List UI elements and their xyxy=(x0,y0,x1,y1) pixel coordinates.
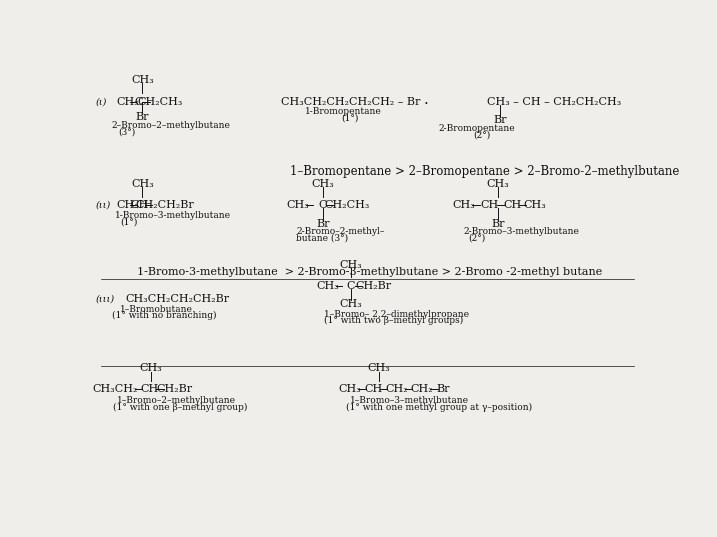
Text: (2°): (2°) xyxy=(473,130,490,139)
Text: 1–Bromobutane: 1–Bromobutane xyxy=(120,304,193,314)
Text: 2-Bromo–2-methyl–: 2-Bromo–2-methyl– xyxy=(296,227,385,236)
Text: 1-Bromo–3-methylbutane: 1-Bromo–3-methylbutane xyxy=(115,211,231,220)
Text: CH₃CH₂CH₂CH₂CH₂ – Br: CH₃CH₂CH₂CH₂CH₂ – Br xyxy=(281,97,420,107)
Text: CH₃: CH₃ xyxy=(131,178,153,188)
Text: CH: CH xyxy=(503,200,522,210)
Text: CH₂: CH₂ xyxy=(385,384,408,394)
Text: 1–Bromopentane > 2–Bromopentane > 2–Bromo-2–methylbutane: 1–Bromopentane > 2–Bromopentane > 2–Brom… xyxy=(290,165,679,178)
Text: CH: CH xyxy=(130,200,148,210)
Text: CH: CH xyxy=(141,384,158,394)
Text: CH₃: CH₃ xyxy=(116,97,139,107)
Text: 1-Bromopentane: 1-Bromopentane xyxy=(305,107,382,117)
Text: 2-Bromopentane: 2-Bromopentane xyxy=(439,124,516,133)
Text: (1° with one β–methyl group): (1° with one β–methyl group) xyxy=(113,403,247,412)
Text: 1–Bromo–3–methylbutane: 1–Bromo–3–methylbutane xyxy=(350,396,469,405)
Text: CH₃: CH₃ xyxy=(487,178,509,188)
Text: Br: Br xyxy=(491,219,505,229)
Text: CH₃: CH₃ xyxy=(367,364,390,373)
Text: CH₂: CH₂ xyxy=(411,384,433,394)
Text: (1°): (1°) xyxy=(341,114,358,122)
Text: CH₃: CH₃ xyxy=(339,260,362,270)
Text: 1–Bromo–2–methylbutane: 1–Bromo–2–methylbutane xyxy=(118,396,237,405)
Text: CH₃: CH₃ xyxy=(287,200,309,210)
Text: CH₃CH₂CH₂CH₂Br: CH₃CH₂CH₂CH₂Br xyxy=(125,294,230,304)
Text: CH₂Br: CH₂Br xyxy=(156,384,192,394)
Text: (1°): (1°) xyxy=(120,217,138,226)
Text: CH₂CH₃: CH₂CH₃ xyxy=(324,200,369,210)
Text: .: . xyxy=(424,92,428,106)
Text: CH₃: CH₃ xyxy=(316,281,339,291)
Text: CH₃CH₂: CH₃CH₂ xyxy=(92,384,138,394)
Text: (ι): (ι) xyxy=(95,97,107,106)
Text: C: C xyxy=(346,281,355,291)
Text: CH₂Br: CH₂Br xyxy=(355,281,391,291)
Text: CH₃: CH₃ xyxy=(523,200,546,210)
Text: CH₃: CH₃ xyxy=(338,384,361,394)
Text: Br: Br xyxy=(136,112,149,122)
Text: 2-Bromo–3-methylbutane: 2-Bromo–3-methylbutane xyxy=(463,227,579,236)
Text: C: C xyxy=(319,200,327,210)
Text: CH₃ – CH – CH₂CH₂CH₃: CH₃ – CH – CH₂CH₂CH₃ xyxy=(487,97,621,107)
Text: CH₂CH₂Br: CH₂CH₂Br xyxy=(136,200,194,210)
Text: (1° with two β–methyl groups): (1° with two β–methyl groups) xyxy=(324,316,463,325)
Text: CH₃: CH₃ xyxy=(339,299,362,309)
Text: Br: Br xyxy=(437,384,450,394)
Text: (ιι): (ιι) xyxy=(95,200,110,209)
Text: Br: Br xyxy=(316,219,330,229)
Text: (ιιι): (ιιι) xyxy=(95,295,114,304)
Text: CH₃: CH₃ xyxy=(312,178,334,188)
Text: CH₃: CH₃ xyxy=(452,200,475,210)
Text: 1–Bromo– 2,2–dimethylpropane: 1–Bromo– 2,2–dimethylpropane xyxy=(324,310,469,319)
Text: C: C xyxy=(135,97,143,107)
Text: butane (3°): butane (3°) xyxy=(296,234,348,243)
Text: (1° with no branching): (1° with no branching) xyxy=(112,311,217,321)
Text: 1-Bromo-3-methylbutane  > 2-Bromo-3-methylbutane > 2-Bromo -2-methyl butane: 1-Bromo-3-methylbutane > 2-Bromo-3-methy… xyxy=(137,267,602,278)
Text: CH₃: CH₃ xyxy=(116,200,139,210)
Text: (2°): (2°) xyxy=(469,234,486,243)
Text: CH₃: CH₃ xyxy=(131,75,153,85)
Text: CH: CH xyxy=(480,200,499,210)
Text: Br: Br xyxy=(493,115,506,125)
Text: (3°): (3°) xyxy=(118,128,136,137)
Text: (1° with one methyl group at γ–position): (1° with one methyl group at γ–position) xyxy=(346,403,533,412)
Text: CH₂CH₃: CH₂CH₃ xyxy=(137,97,182,107)
Text: 2–Bromo–2–methylbutane: 2–Bromo–2–methylbutane xyxy=(112,121,231,130)
Text: CH: CH xyxy=(364,384,382,394)
Text: CH₃: CH₃ xyxy=(139,364,162,373)
